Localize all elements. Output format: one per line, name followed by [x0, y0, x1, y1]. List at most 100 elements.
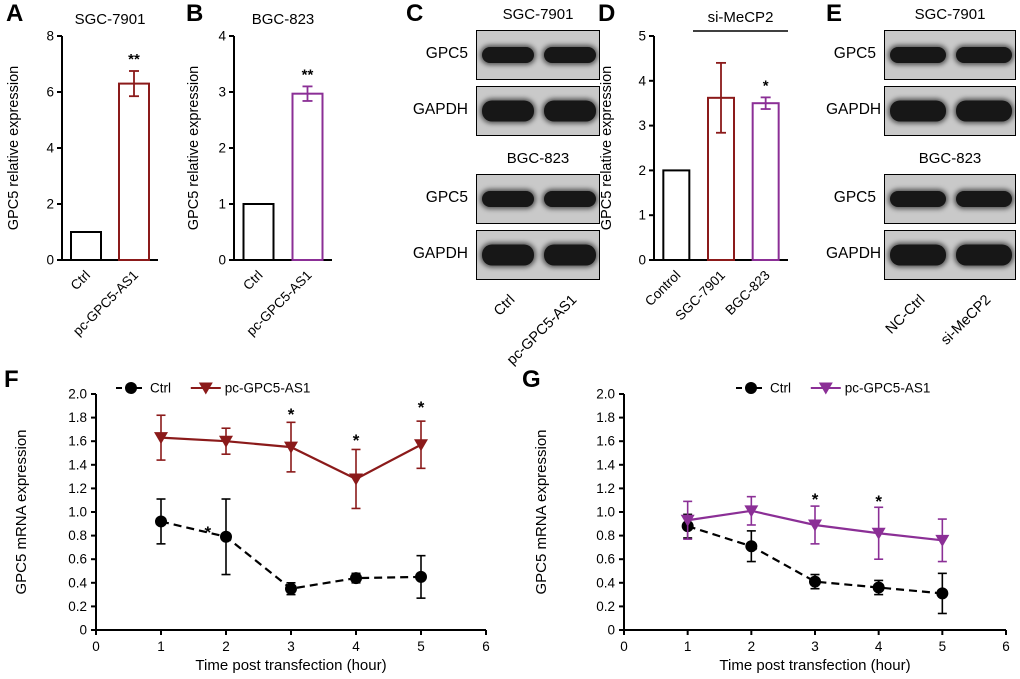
series-line: [687, 525, 943, 595]
protein-band: [956, 100, 1012, 122]
y-tick-label: 1: [218, 197, 226, 212]
y-tick-label: 0: [638, 253, 646, 268]
y-tick-label: 8: [46, 29, 54, 44]
marker-circle: [415, 570, 427, 583]
y-tick-label: 2.0: [596, 387, 615, 402]
x-tick-label: 5: [939, 639, 947, 654]
y-tick-label: 0: [218, 253, 226, 268]
significance-marker: **: [128, 51, 140, 68]
marker-triangle-down: [744, 505, 759, 518]
marker-triangle-down: [818, 382, 833, 395]
blot-box-gpc5: [884, 174, 1016, 224]
marker-triangle-down: [284, 441, 298, 454]
panel-g-line-chart: 0 0.2 0.4 0.6 0.8 1.0 1.2 1.4 1.6 1.8 2.0 0 1 2 3 4 5 6 GP…: [514, 358, 1020, 679]
bar-chart-D: si-MeCP2 GPC5 relative expression 0 1 2 3 4 5 Co…: [599, 9, 788, 323]
y-tick-label: 1.2: [68, 481, 87, 496]
y-tick-label: 3: [218, 85, 226, 100]
chart-title: si-MeCP2: [708, 9, 774, 26]
x-tick-label: Control: [642, 268, 683, 309]
y-tick-label: 0.4: [596, 575, 615, 590]
x-tick-label: 2: [222, 639, 230, 654]
marker-triangle-down: [680, 514, 695, 527]
blot-box-gpc5: [476, 174, 600, 224]
panel-c-label: C: [406, 0, 424, 27]
y-tick-label: 1.6: [68, 434, 87, 449]
significance-marker: *: [418, 398, 425, 417]
y-tick-label: 0.8: [596, 528, 615, 543]
blot-group-title: SGC-7901: [914, 6, 986, 23]
blot-group-title: SGC-7901: [502, 6, 574, 23]
y-tick-label: 2.0: [68, 387, 87, 402]
blot-box-gpc5: [476, 30, 600, 80]
y-tick-label: 2: [46, 197, 54, 212]
marker-circle: [220, 530, 232, 543]
y-tick-label: 6: [46, 85, 54, 100]
panel-e: E SGC-7901 GPC5 GAPDH BGC-823 GPC5 GAPDH NC-Ct…: [826, 2, 1020, 354]
panel-c-western-blot: SGC-7901 GPC5 GAPDH BGC-823 GPC5 GAPDH Ctrl pc-…: [404, 2, 604, 368]
protein-band: [481, 47, 535, 63]
marker-triangle-down: [871, 527, 886, 540]
significance-marker: *: [288, 405, 295, 424]
panel-a-bar-chart: SGC-7901 GPC5 relative expression 0 2 4 6 8 Ctr…: [4, 2, 180, 354]
panel-e-label: E: [826, 0, 843, 27]
x-tick-label: Ctrl: [68, 268, 93, 293]
protein-label: GAPDH: [826, 245, 882, 262]
legend-label: pc-GPC5-AS1: [845, 381, 931, 396]
y-tick-label: 0.8: [68, 528, 87, 543]
y-tick-label: 4: [218, 29, 226, 44]
blot-box-gapdh: [476, 230, 600, 280]
marker-circle: [285, 582, 297, 595]
panel-a-label: A: [6, 0, 24, 27]
y-tick-label: 2: [638, 163, 646, 178]
bar: [751, 102, 780, 261]
protein-label: GPC5: [833, 189, 876, 206]
panel-g: G 0 0.2 0.4 0.6 0.8 1.0 1.2 1.4 1.6 1.8 2.0 0 1 2 3 4 5 6…: [514, 358, 1020, 679]
x-tick-label: 4: [875, 639, 883, 654]
x-tick-label: 1: [157, 639, 165, 654]
panel-b-label: B: [186, 0, 204, 27]
y-axis-label: GPC5 relative expression: [6, 66, 22, 230]
panel-a: A SGC-7901 GPC5 relative expression 0 2 4 6 8 C…: [4, 2, 180, 354]
x-tick-label: 6: [1002, 639, 1010, 654]
line-chart-F: 0 0.2 0.4 0.6 0.8 1.0 1.2 1.4 1.6 1.8 2.0 0 1 2 3 4 5 6 GP…: [13, 381, 490, 675]
significance-marker: **: [302, 66, 314, 83]
significance-marker: *: [204, 523, 211, 542]
bar: [291, 92, 324, 262]
protein-band: [543, 47, 597, 63]
bar: [242, 203, 275, 261]
line-chart-G: 0 0.2 0.4 0.6 0.8 1.0 1.2 1.4 1.6 1.8 2.0 0 1 2 3 4 5 6 GP…: [533, 381, 1010, 675]
x-tick-label: Ctrl: [240, 268, 265, 293]
y-tick-label: 0.2: [596, 599, 615, 614]
y-axis-label: GPC5 relative expression: [599, 66, 615, 230]
y-tick-label: 1: [638, 208, 646, 223]
x-tick-label: 0: [92, 639, 100, 654]
bar-chart-A: SGC-7901 GPC5 relative expression 0 2 4 6 8 Ctr…: [6, 11, 158, 339]
blot-box-gapdh: [884, 230, 1016, 280]
legend-label: Ctrl: [770, 381, 791, 396]
y-tick-label: 1.2: [596, 481, 615, 496]
x-tick-label: 3: [287, 639, 295, 654]
y-tick-label: 1.8: [68, 410, 87, 425]
protein-band: [890, 191, 946, 207]
y-axis-label: GPC5 mRNA expression: [533, 429, 550, 594]
y-tick-label: 0.6: [68, 552, 87, 567]
marker-triangle-down: [219, 435, 233, 448]
panel-e-western-blot: SGC-7901 GPC5 GAPDH BGC-823 GPC5 GAPDH NC-Ctrl…: [826, 2, 1020, 354]
significance-marker: *: [353, 431, 360, 450]
protein-band: [543, 100, 597, 122]
x-tick-label: 4: [352, 639, 360, 654]
x-tick-label: 6: [482, 639, 490, 654]
protein-band: [956, 191, 1012, 207]
y-tick-label: 0: [46, 253, 54, 268]
y-tick-label: 1.0: [68, 505, 87, 520]
protein-band: [481, 244, 535, 266]
x-tick-label: 2: [748, 639, 756, 654]
protein-label: GAPDH: [412, 101, 468, 118]
protein-label: GAPDH: [412, 245, 468, 262]
panel-b-bar-chart: BGC-823 GPC5 relative expression 0 1 2 3 4 Ctrl…: [186, 2, 346, 354]
significance-marker: *: [763, 77, 769, 94]
x-axis-label: Time post transfection (hour): [719, 657, 910, 674]
marker-circle: [745, 540, 758, 553]
y-tick-label: 3: [638, 118, 646, 133]
